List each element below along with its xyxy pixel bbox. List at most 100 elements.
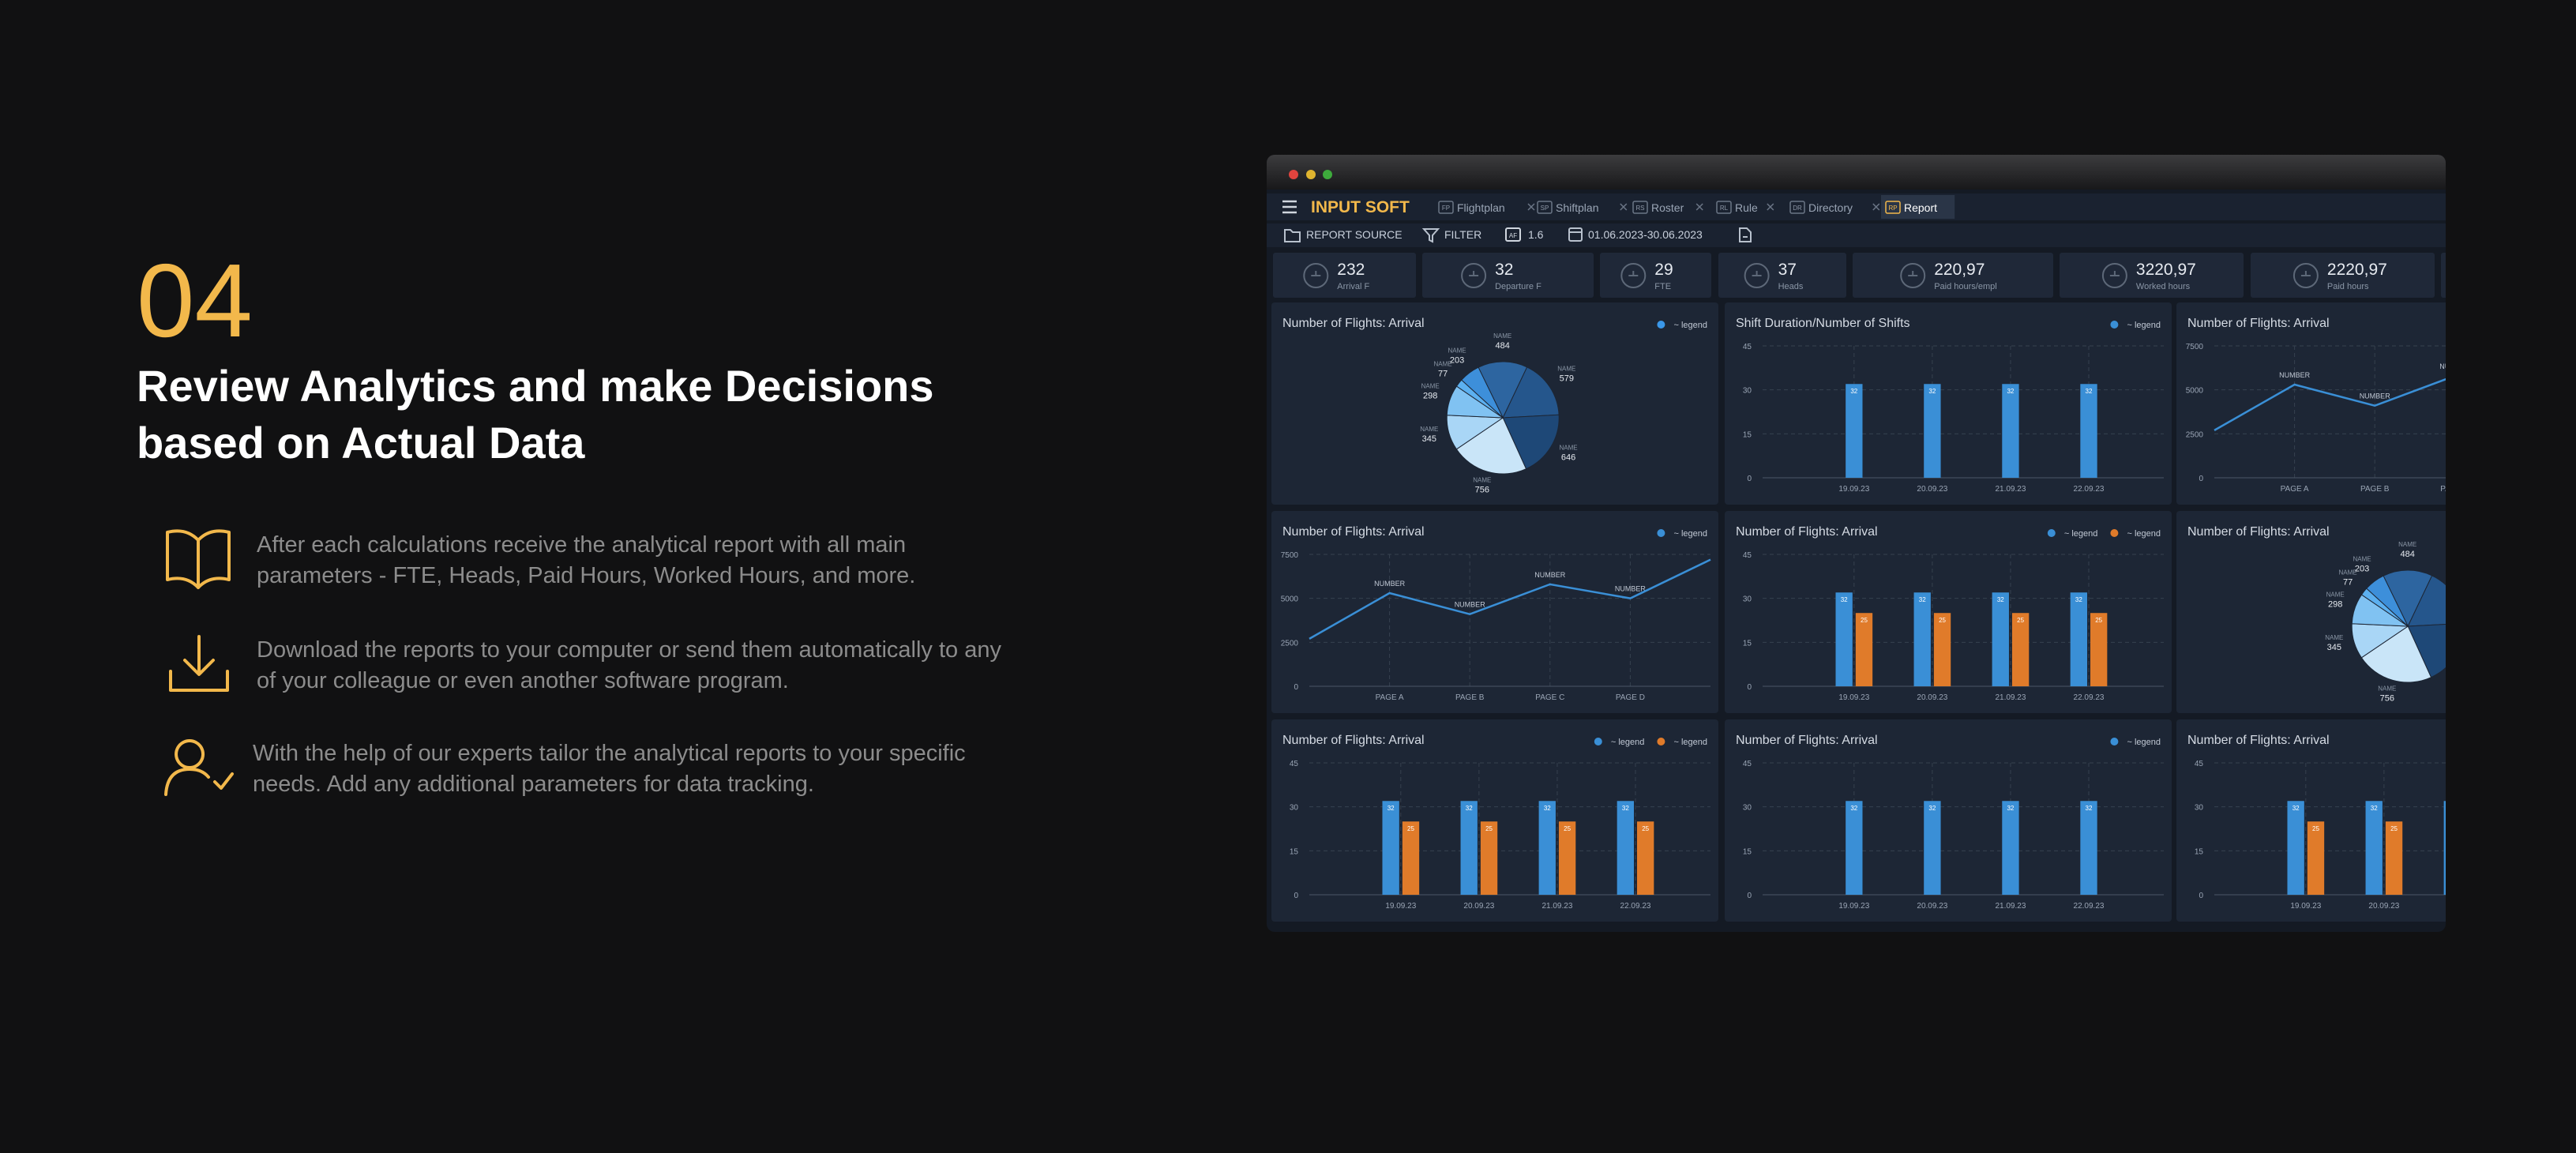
bar-value-label: 32 <box>1841 596 1848 603</box>
y-tick-label: 5000 <box>1281 595 1299 604</box>
bar <box>2385 821 2403 895</box>
x-tick-label: 20.09.23 <box>2368 902 2399 911</box>
y-tick-label: 7500 <box>2186 343 2204 351</box>
version: 1.6 <box>1528 228 1544 241</box>
tab[interactable]: RL Rule <box>1716 201 1774 214</box>
y-tick-label: 0 <box>2199 475 2203 483</box>
calendar-icon[interactable] <box>1568 227 1583 242</box>
bar-value-label: 32 <box>1622 805 1629 812</box>
tab-close[interactable] <box>1620 203 1628 211</box>
bar <box>1846 384 1863 478</box>
tab-label: Directory <box>1808 201 1853 214</box>
tab[interactable]: FP Flightplan <box>1438 201 1535 214</box>
bar-value-label: 32 <box>2086 805 2093 812</box>
bar-value-label: 32 <box>2371 805 2378 812</box>
report-source[interactable]: REPORT SOURCE <box>1306 228 1403 241</box>
tab-label: Shiftplan <box>1556 201 1598 214</box>
tab[interactable]: SP Shiftplan <box>1537 201 1628 214</box>
maximize-dot[interactable] <box>1323 170 1332 179</box>
legend-swatch <box>1657 738 1665 746</box>
x-tick-label: 22.09.23 <box>2074 693 2105 702</box>
legend-label: ~ legend <box>1673 321 1707 330</box>
x-tick-label: 20.09.23 <box>1463 902 1494 911</box>
tab[interactable]: RP Report <box>1881 195 1955 219</box>
stat-icon-detail <box>2109 271 2120 276</box>
tab-code-box <box>1632 201 1648 214</box>
tab-close[interactable] <box>1872 203 1880 211</box>
tab-close[interactable] <box>1767 203 1774 211</box>
bar <box>2365 801 2383 895</box>
panel-title: Shift Duration/Number of Shifts <box>1736 317 1910 330</box>
x-tick-label: 19.09.23 <box>2290 902 2321 911</box>
y-tick-label: 15 <box>1743 847 1752 856</box>
tab-close[interactable] <box>1695 203 1703 211</box>
pie-value: 203 <box>1450 356 1464 366</box>
tab-code: RL <box>1720 205 1729 212</box>
y-tick-label: 15 <box>1743 430 1752 439</box>
pie-value: 203 <box>2355 565 2369 574</box>
pie-value: 579 <box>1560 374 1574 383</box>
tab-label: Flightplan <box>1457 201 1505 214</box>
user-check-icon <box>164 739 234 796</box>
pie-slice <box>2407 622 2446 678</box>
bar-value-label: 25 <box>2312 825 2319 832</box>
bar-value-label: 32 <box>1850 805 1857 812</box>
panel-bg <box>1725 302 2172 505</box>
document-icon[interactable] <box>1739 227 1752 242</box>
x-tick-label: 19.09.23 <box>1838 485 1869 494</box>
bar-value-label: 32 <box>1928 388 1936 395</box>
folder-icon[interactable] <box>1284 229 1301 242</box>
bar-value-label: 25 <box>1861 617 1868 624</box>
tab-code: RS <box>1635 205 1644 212</box>
y-tick-label: 0 <box>1294 683 1298 692</box>
minimize-dot[interactable] <box>1306 170 1316 179</box>
x-tick-label: 21.09.23 <box>1541 902 1572 911</box>
close-dot[interactable] <box>1289 170 1298 179</box>
bar <box>2002 801 2019 895</box>
y-tick-label: 30 <box>1290 804 1299 813</box>
chart-panel: Number of Flights: ArrivalNAME484NAME579… <box>1271 302 1718 505</box>
filter[interactable]: FILTER <box>1444 228 1481 241</box>
book-icon <box>166 529 231 589</box>
date-range[interactable]: 01.06.2023-30.06.2023 <box>1588 228 1703 241</box>
bar <box>2443 801 2446 895</box>
line <box>1309 558 1711 640</box>
pie-slice <box>2383 569 2433 628</box>
stat-label: Paid hours <box>2327 282 2369 291</box>
bar-value-label: 25 <box>1939 617 1946 624</box>
stat-value: 29 <box>1654 261 1673 279</box>
stat-icon-detail <box>1469 271 1479 276</box>
stat-icon <box>1303 263 1329 288</box>
stat-icon-detail <box>1908 271 1918 276</box>
stat-value: 37 <box>1778 261 1797 279</box>
tab[interactable]: DR Directory <box>1789 201 1880 214</box>
bar-value-label: 25 <box>1564 825 1571 832</box>
x-tick-label: 22.09.23 <box>2074 485 2105 494</box>
y-tick-label: 15 <box>1743 639 1752 648</box>
legend-label: ~ legend <box>2127 321 2161 330</box>
stat-value: 32 <box>1495 261 1513 279</box>
bar-value-label: 25 <box>2095 617 2102 624</box>
y-tick-label: 45 <box>1743 551 1752 560</box>
panel-title: Number of Flights: Arrival <box>2187 734 2330 747</box>
chart-panel: Number of Flights: ArrivalNAME484NAME579… <box>2176 511 2446 713</box>
panel-title: Number of Flights: Arrival <box>1736 734 1878 747</box>
stat-icon <box>2101 263 2127 288</box>
bar <box>1402 821 1420 895</box>
stat-card <box>2060 253 2244 298</box>
tab[interactable]: RS Roster <box>1632 201 1703 214</box>
filter-icon[interactable] <box>1421 228 1440 243</box>
bar <box>2090 613 2108 686</box>
tab-close[interactable] <box>1527 203 1535 211</box>
pie-name: NAME <box>2326 592 2345 599</box>
chart-panel: Number of Flights: Arrival 0 2500 5000 7500 P… <box>2176 302 2446 505</box>
tab-code-box <box>1885 201 1901 214</box>
y-tick-label: 0 <box>1747 475 1752 483</box>
feature-text: of your colleague or even another softwa… <box>257 668 789 693</box>
y-tick-label: 45 <box>1743 760 1752 768</box>
tab-label: Rule <box>1735 201 1758 214</box>
pie-name: NAME <box>1421 383 1440 390</box>
menu-icon[interactable] <box>1282 200 1297 214</box>
heading-line: Review Analytics and make Decisions <box>137 361 933 411</box>
